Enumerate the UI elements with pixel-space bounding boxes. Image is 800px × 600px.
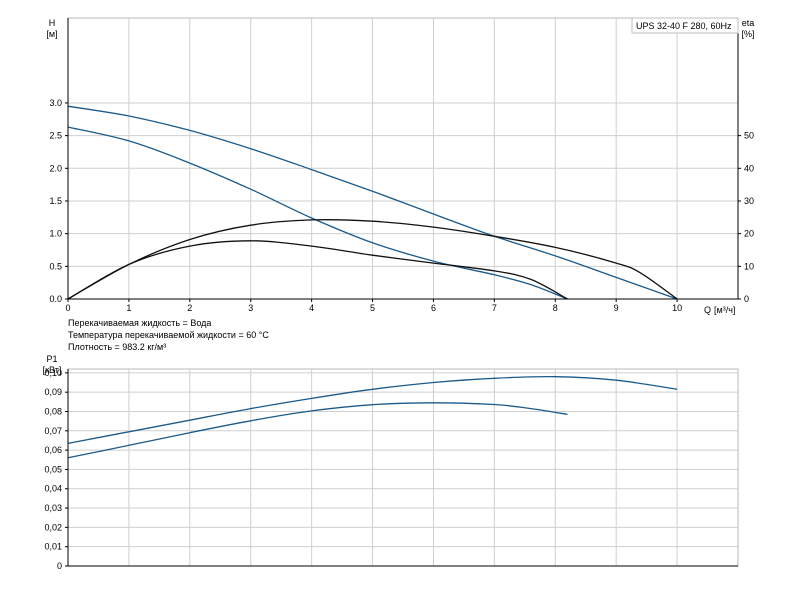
density-note: Плотность = 983.2 кг/м³: [68, 342, 166, 352]
bottom-y-tick-label: 0,02: [44, 522, 62, 532]
bottom-y-tick-label: 0,01: [44, 542, 62, 552]
y-axis-unit-p1: [кВт]: [43, 365, 62, 375]
top-plot-frame: [67, 17, 739, 300]
bottom-y-tick-label: 0,03: [44, 503, 62, 513]
y-axis-unit-h: [м]: [46, 29, 57, 39]
top-y-tick-label: 2.5: [49, 131, 62, 141]
top-y2-tick-label: 20: [744, 229, 754, 239]
x-axis-label-q: Q [м³/ч]: [704, 305, 735, 315]
top-x-tick-label: 6: [431, 303, 436, 313]
bottom-y-tick-label: 0,07: [44, 426, 62, 436]
top-y-tick-label: 2.0: [49, 163, 62, 173]
head-efficiency-chart: 0 1 2 3 4 5 6 7 8 9 10 0.0 0.5 1.0 1.5 2.0 2.5 3.0 0 10 20 30…: [46, 17, 755, 352]
chart-title: UPS 32-40 F 280, 60Hz: [636, 21, 732, 31]
top-x-tick-label: 0: [65, 303, 70, 313]
top-grid: [67, 17, 739, 300]
efficiency-curve-4: [67, 240, 568, 300]
bottom-y-tick-label: 0,05: [44, 464, 62, 474]
y-axis-label-p1: P1: [46, 354, 57, 364]
bottom-tick-labels: 0 0,01 0,02 0,03 0,04 0,05 0,06 0,07 0,08 0,09 0,1…: [44, 368, 62, 571]
bottom-curves: [67, 375, 678, 459]
chart-title-box: [631, 17, 739, 34]
top-axes: [65, 18, 741, 302]
top-tick-labels: 0 1 2 3 4 5 6 7 8 9 10 0.0 0.5 1.0 1.5 2.0 2.5 3.0 0 10 20 30…: [49, 98, 754, 313]
head-curve-2: [67, 126, 568, 300]
bottom-y-tick-label: 0,06: [44, 445, 62, 455]
top-curves: [67, 105, 678, 300]
power-curve-2: [67, 402, 568, 459]
top-x-tick-label: 7: [492, 303, 497, 313]
top-x-tick-label: 4: [309, 303, 314, 313]
top-y2-tick-label: 10: [744, 261, 754, 271]
top-y-tick-label: 0.0: [49, 294, 62, 304]
top-x-tick-label: 5: [370, 303, 375, 313]
top-y-tick-label: 1.5: [49, 196, 62, 206]
top-x-tick-label: 9: [614, 303, 619, 313]
bottom-y-tick-label: 0,04: [44, 484, 62, 494]
y2-axis-unit-eta: [%]: [741, 29, 754, 39]
y-axis-label-h: H: [49, 18, 56, 28]
temperature-note: Температура перекачиваемой жидкости = 60…: [68, 330, 269, 340]
power-chart: 0 0,01 0,02 0,03 0,04 0,05 0,06 0,07 0,08 0,09 0,1…: [43, 354, 739, 571]
y2-axis-label-eta: eta: [742, 18, 755, 28]
head-curve-1: [67, 105, 678, 300]
top-y-tick-label: 1.0: [49, 229, 62, 239]
bottom-plot-frame: [67, 368, 739, 567]
top-y-tick-label: 0.5: [49, 261, 62, 271]
top-x-tick-label: 8: [553, 303, 558, 313]
power-curve-1: [67, 375, 678, 445]
x-axis-unit-q: [м³/ч]: [714, 305, 735, 315]
top-y2-tick-label: 50: [744, 131, 754, 141]
top-x-tick-label: 3: [248, 303, 253, 313]
top-y2-tick-label: 40: [744, 163, 754, 173]
bottom-y-tick-label: 0,10: [44, 368, 62, 378]
bottom-y-tick-label: 0,09: [44, 387, 62, 397]
top-y-tick-label: 3.0: [49, 98, 62, 108]
top-x-tick-label: 10: [672, 303, 682, 313]
bottom-y-tick-label: 0,08: [44, 406, 62, 416]
top-y2-tick-label: 30: [744, 196, 754, 206]
bottom-grid: [67, 368, 739, 567]
fluid-note: Перекачиваемая жидкость = Вода: [68, 318, 211, 328]
bottom-axes: [65, 369, 738, 567]
efficiency-curve-3: [67, 219, 678, 300]
top-y2-tick-label: 0: [744, 294, 749, 304]
top-x-tick-label: 1: [126, 303, 131, 313]
x-axis-label-q-name: Q: [704, 305, 711, 315]
top-x-tick-label: 2: [187, 303, 192, 313]
bottom-y-tick-label: 0: [57, 561, 62, 571]
